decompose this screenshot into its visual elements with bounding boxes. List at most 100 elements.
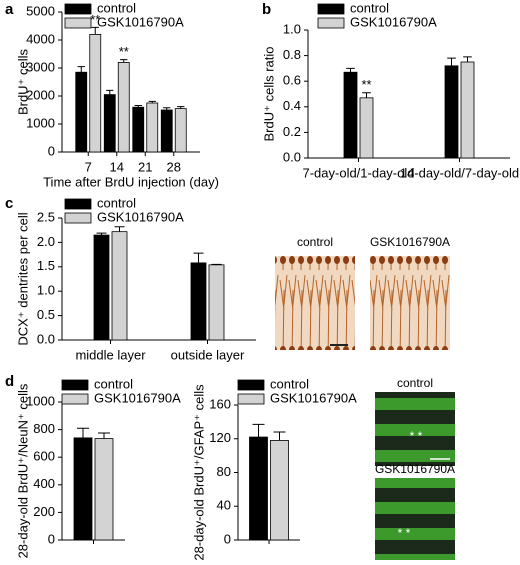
image-label: GSK1016790A (370, 235, 450, 249)
y-tick-label: 160 (209, 396, 231, 411)
legend-label: GSK1016790A (94, 390, 181, 405)
error-bar (148, 100, 156, 103)
y-tick-label: 0.8 (283, 47, 301, 62)
x-tick-label: 7-day-old/1-day-old (302, 165, 414, 180)
legend-swatch (64, 17, 92, 29)
legend-label: control (270, 376, 309, 391)
error-bar (177, 106, 185, 109)
legend-swatch (317, 17, 345, 29)
legend-label: control (350, 0, 389, 15)
y-tick-label: 2.5 (37, 209, 55, 224)
error-bar (463, 56, 472, 62)
legend-swatch (237, 393, 265, 405)
micrograph (375, 478, 455, 560)
legend-label: control (94, 376, 133, 391)
y-axis-label: BrdU⁺ cells (15, 48, 30, 115)
error-bar (273, 431, 286, 441)
y-tick-label: 0.0 (283, 149, 301, 164)
x-tick-label: 14 (110, 159, 124, 174)
y-tick-label: 800 (33, 421, 55, 436)
error-bar (193, 252, 204, 263)
panel-letter: b (262, 1, 271, 18)
y-axis-label: 28-day-old BrdU⁺/NeuN⁺ cells (15, 383, 30, 558)
y-tick-label: 3000 (26, 59, 55, 74)
bar (94, 438, 114, 541)
significance: ** (90, 12, 100, 27)
error-bar (362, 92, 371, 98)
legend-label: control (97, 195, 136, 210)
y-tick-label: 0.0 (37, 331, 55, 346)
micrograph (370, 256, 450, 350)
legend-swatch (237, 379, 265, 391)
micrograph (375, 392, 455, 466)
y-tick-label: 200 (33, 504, 55, 519)
bar (460, 61, 475, 159)
error-bar (447, 57, 456, 66)
panel-letter: c (5, 195, 13, 212)
legend-swatch (64, 3, 92, 15)
panel-letter: d (5, 373, 14, 390)
error-bar (163, 107, 171, 110)
marker: * * (398, 526, 411, 540)
image-label: GSK1016790A (375, 462, 455, 476)
bar (146, 102, 159, 153)
y-tick-label: 2.0 (37, 234, 55, 249)
y-axis-label: 28-day-old BrdU⁺/GFAP⁺ cells (191, 384, 206, 561)
error-bar (77, 66, 85, 73)
image-label: control (397, 376, 433, 390)
y-tick-label: 40 (217, 498, 231, 513)
legend-label: control (97, 0, 136, 15)
bar (89, 34, 102, 153)
y-axis-label: BrdU⁺ cells ratio (261, 47, 276, 142)
bar (249, 436, 268, 541)
x-axis-label: Time after BrdU injection (day) (43, 174, 219, 189)
bar (117, 62, 130, 153)
legend-swatch (64, 212, 92, 224)
bar (160, 109, 173, 153)
x-tick-label: 7 (85, 159, 92, 174)
y-tick-label: 0 (48, 531, 55, 546)
error-bar (346, 67, 355, 73)
bar (208, 264, 225, 341)
error-bar (96, 232, 107, 236)
significance: ** (361, 77, 371, 92)
x-tick-label: 28 (167, 159, 181, 174)
error-bar (114, 226, 125, 232)
error-bar (252, 423, 265, 438)
bar (444, 65, 459, 159)
legend-label: GSK1016790A (270, 390, 357, 405)
bar (103, 94, 116, 153)
y-tick-label: 600 (33, 449, 55, 464)
error-bar (120, 59, 128, 63)
x-tick-label: 14-day-old/7-day-old (400, 165, 519, 180)
y-tick-label: 1000 (26, 393, 55, 408)
significance: ** (119, 44, 129, 59)
marker: * * (410, 429, 423, 443)
y-tick-label: 1000 (26, 115, 55, 130)
error-bar (77, 427, 89, 438)
y-tick-label: 0.2 (283, 124, 301, 139)
bar (343, 71, 358, 159)
bar (270, 440, 289, 541)
y-tick-label: 0.5 (37, 307, 55, 322)
bar (174, 108, 187, 153)
y-tick-label: 0 (48, 143, 55, 158)
legend-swatch (61, 379, 89, 391)
bar (93, 234, 110, 341)
y-axis-label: DCX⁺ dentrites per cell (15, 212, 30, 345)
y-tick-label: 80 (217, 464, 231, 479)
bar (359, 97, 374, 159)
y-tick-label: 0.6 (283, 73, 301, 88)
y-tick-label: 1.0 (37, 283, 55, 298)
y-tick-label: 2000 (26, 87, 55, 102)
y-tick-label: 4000 (26, 31, 55, 46)
legend-swatch (61, 393, 89, 405)
legend-label: GSK1016790A (97, 14, 184, 29)
legend-label: GSK1016790A (97, 209, 184, 224)
image-label: control (297, 235, 333, 249)
y-tick-label: 0.4 (283, 98, 301, 113)
x-tick-label: 21 (138, 159, 152, 174)
micrograph (275, 256, 355, 350)
